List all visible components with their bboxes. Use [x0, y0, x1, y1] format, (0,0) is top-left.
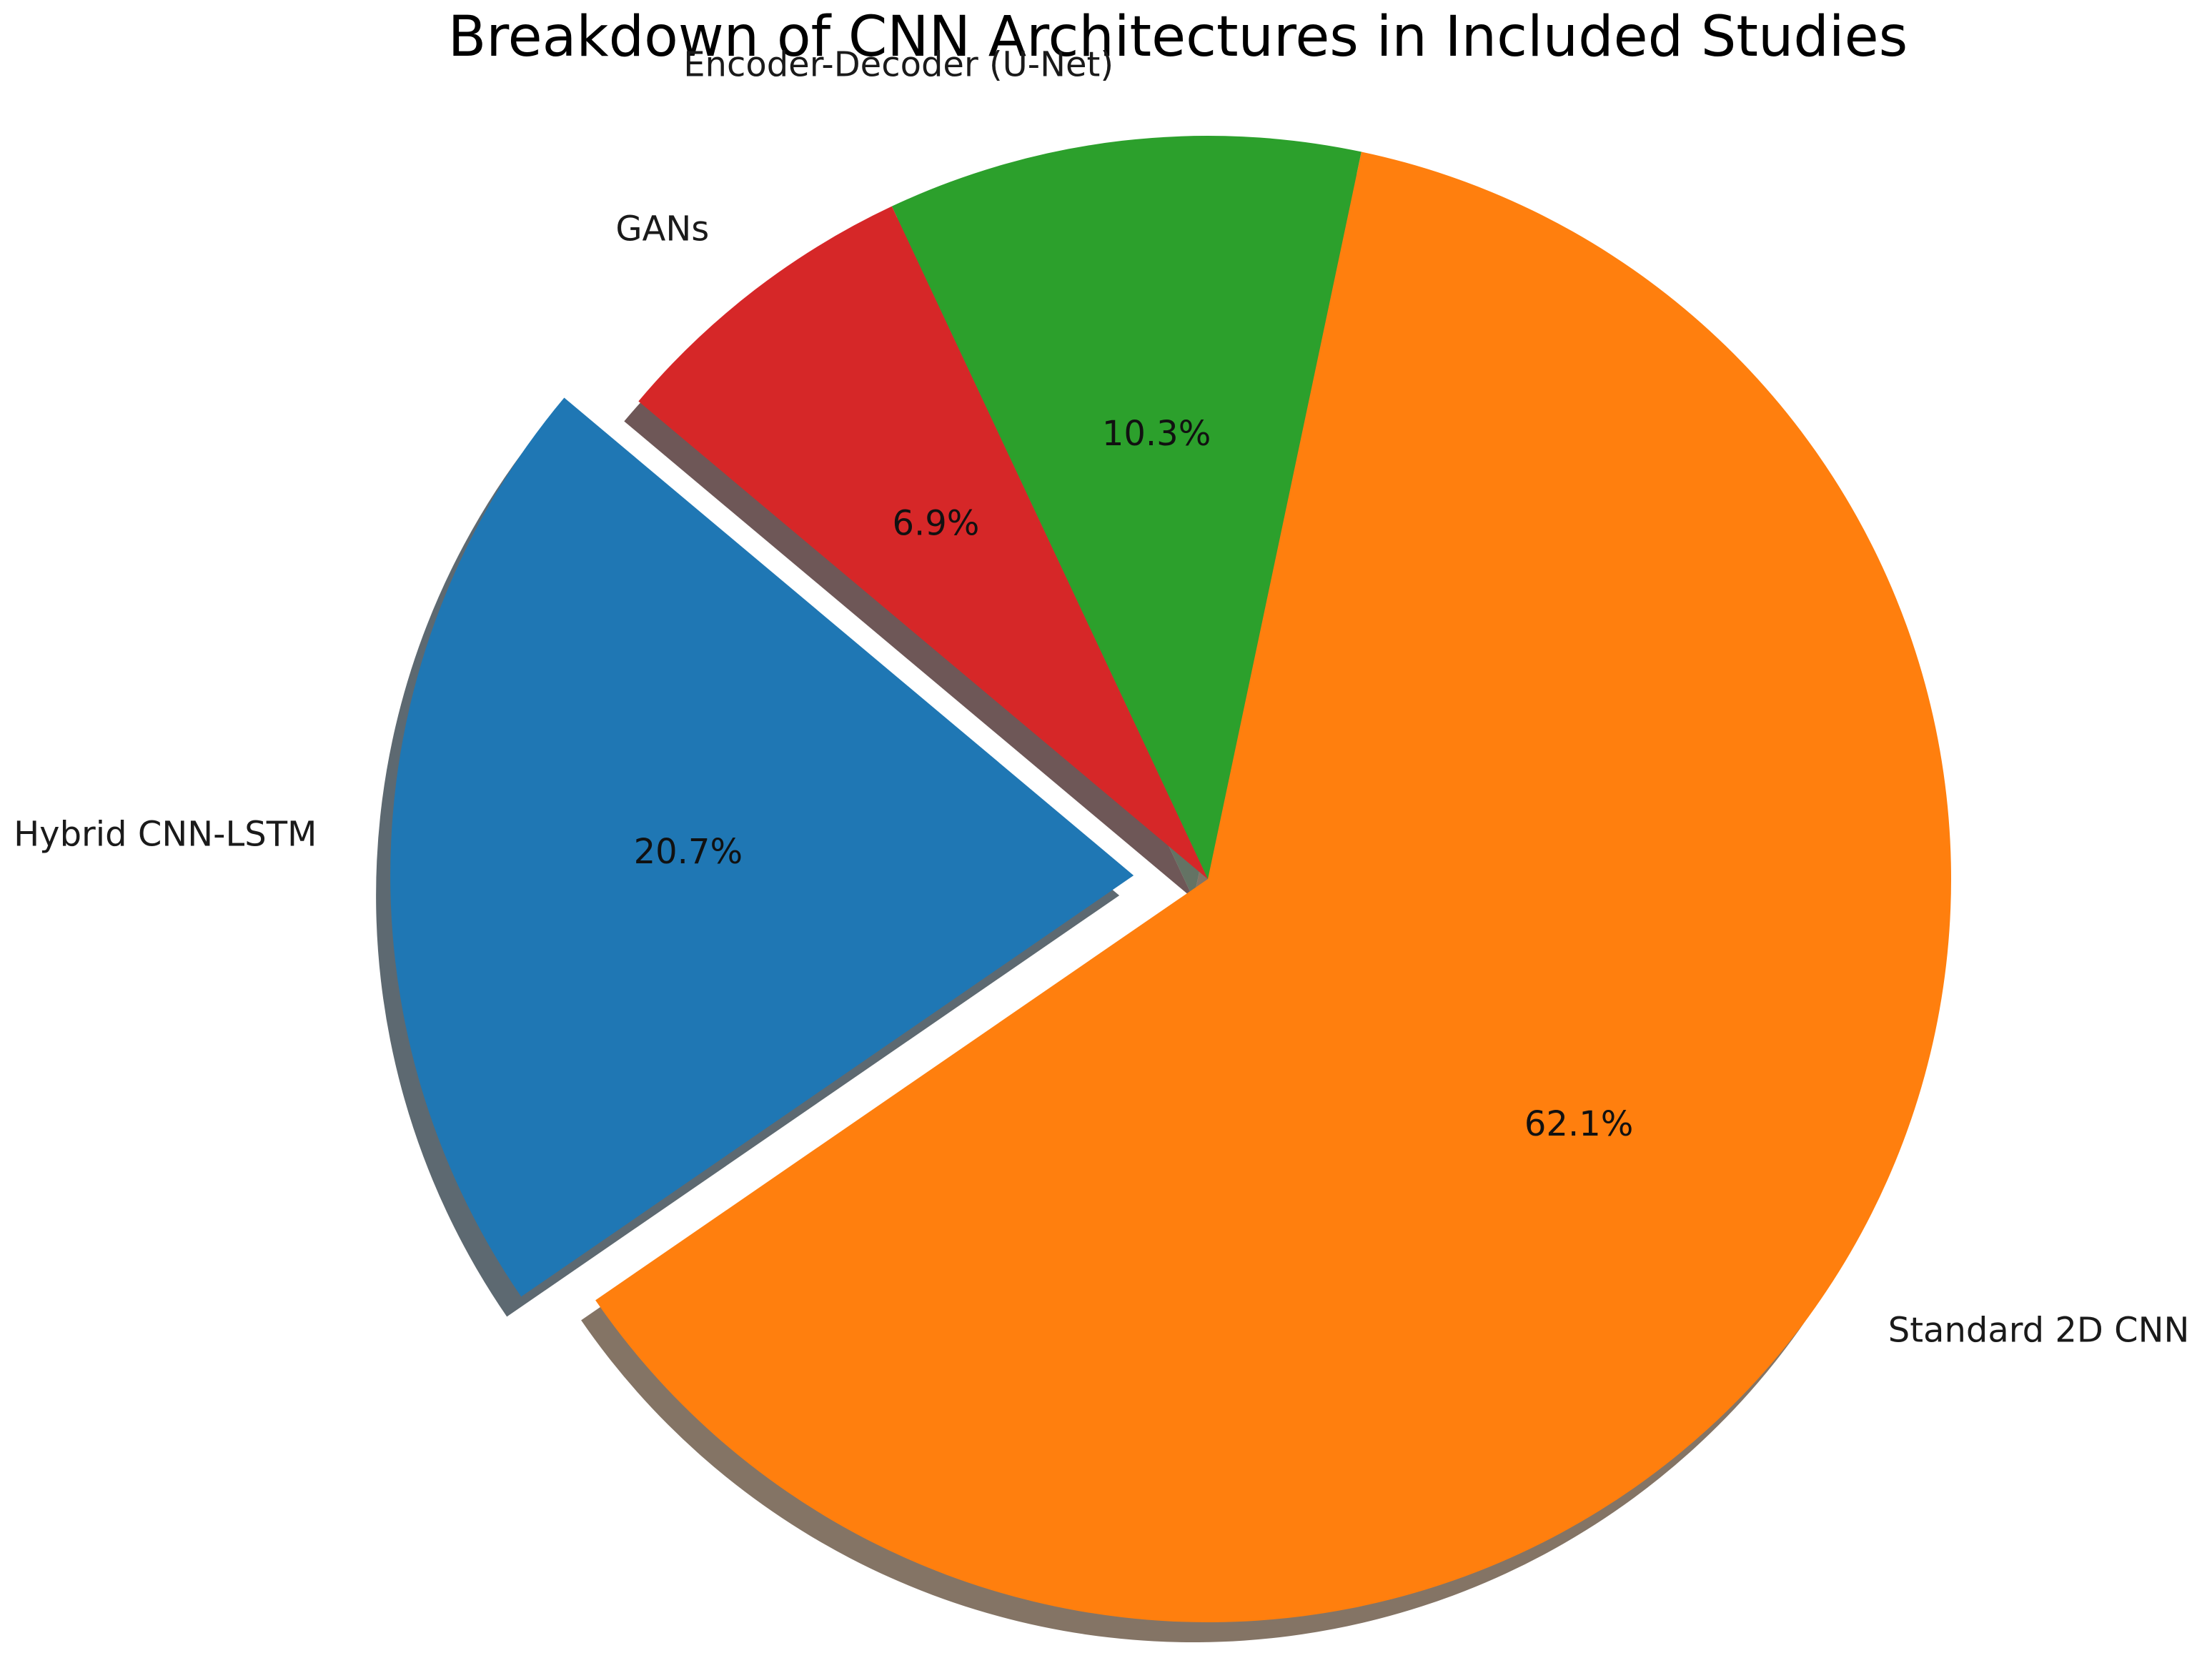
pie-slice-hybrid-cnn-lstm	[390, 397, 1134, 1297]
slice-label-hybrid-cnn-lstm: Hybrid CNN-LSTM	[14, 814, 317, 854]
chart-title: Breakdown of CNN Architectures in Includ…	[448, 5, 1908, 69]
slice-percent-standard-2d-cnn: 62.1%	[1524, 1104, 1633, 1144]
slice-label-encoder-decoder-u-net: Encoder-Decoder (U-Net)	[683, 45, 1114, 85]
slice-percent-gans: 6.9%	[892, 503, 979, 543]
pie-slice-encoder-decoder-u-net	[891, 135, 1362, 879]
slice-percent-hybrid-cnn-lstm: 20.7%	[634, 832, 743, 872]
slice-label-standard-2d-cnn: Standard 2D CNN	[1888, 1311, 2190, 1351]
pie-slice-gans	[638, 206, 1208, 879]
slice-label-gans: GANs	[615, 209, 709, 249]
pie-slice-standard-2d-cnn	[595, 152, 1951, 1623]
pie-slices	[390, 135, 1951, 1623]
slice-percent-encoder-decoder-u-net: 10.3%	[1102, 414, 1211, 454]
slice-labels: Hybrid CNN-LSTM 20.7% Standard 2D CNN 62.1%…	[14, 45, 2189, 1351]
